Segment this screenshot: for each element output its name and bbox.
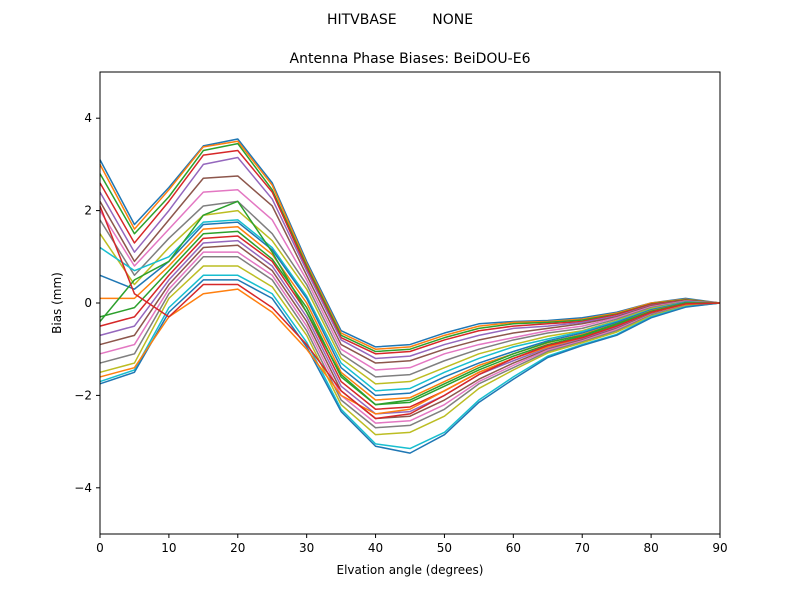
y-axis-ticks: −4 −2 0 2 4 [74,111,100,495]
y-tick-label: −4 [74,481,92,495]
series-line-2 [99,140,721,350]
plot-frame [99,71,721,535]
series-line-23 [99,200,720,406]
series-line-11 [99,221,721,397]
y-tick-label: −2 [74,388,92,402]
y-tick-label: 2 [84,204,92,218]
series-line-7 [99,189,721,371]
y-tick-label: 0 [84,296,92,310]
series-line-19 [99,265,721,436]
x-tick-label: 0 [96,541,104,555]
y-tick-label: 4 [84,111,92,125]
series-line-1 [99,138,721,348]
series-line-5 [99,156,721,360]
x-axis-label: Elvation angle (degrees) [337,563,484,577]
series-line-24 [99,205,721,420]
x-axis-ticks: 0 10 20 30 40 50 60 70 80 90 [96,534,728,555]
x-tick-label: 90 [712,541,727,555]
x-tick-label: 20 [230,541,245,555]
series-line-17 [99,251,721,424]
series-line-21 [99,279,721,454]
series-line-10 [99,219,721,392]
series-line-15 [99,239,721,415]
y-axis-label: Bias (mm) [50,272,64,334]
series-line-6 [99,175,721,364]
x-tick-label: 50 [437,541,452,555]
x-tick-label: 40 [368,541,383,555]
series-line-20 [99,274,721,450]
x-tick-label: 30 [299,541,314,555]
series-line-4 [99,149,721,355]
series-line-18 [99,256,721,429]
series-layer [99,138,721,454]
figure-suptitle: HITVBASE NONE [327,12,473,28]
series-line-8 [99,200,721,378]
series-line-16 [99,244,721,420]
chart-title: Antenna Phase Biases: BeiDOU-E6 [290,51,531,67]
series-line-13 [99,230,721,406]
x-tick-label: 70 [575,541,590,555]
x-tick-label: 80 [643,541,658,555]
x-tick-label: 10 [161,541,176,555]
x-tick-label: 60 [506,541,521,555]
